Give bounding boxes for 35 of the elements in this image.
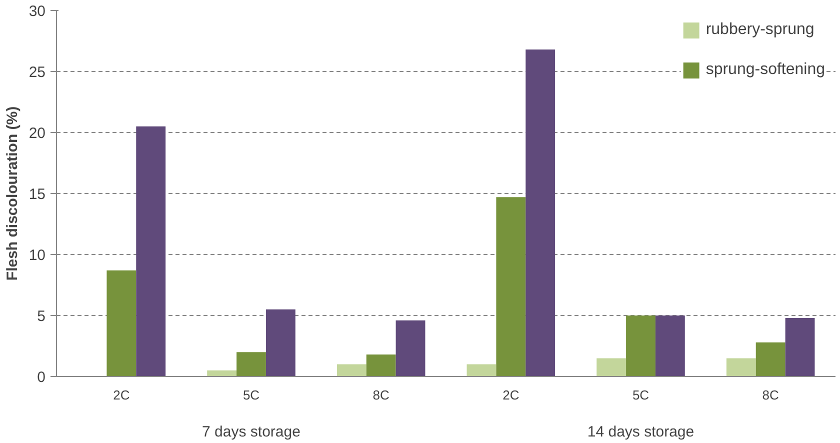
bar [106, 270, 136, 376]
y-tick-label: 10 [28, 247, 46, 264]
y-tick-label: 30 [28, 3, 46, 20]
y-tick-label: 5 [37, 308, 46, 325]
bar [366, 354, 396, 376]
x-tick-label: 2C [502, 388, 520, 402]
legend-label: sprung-softening [706, 61, 825, 79]
bar [396, 320, 426, 376]
text: 7 days storage [202, 424, 300, 440]
bar [785, 318, 815, 376]
bar [236, 352, 266, 376]
bar [596, 358, 626, 376]
x-tick-label: 8C [372, 388, 390, 402]
x-tick-label: 5C [632, 388, 650, 402]
bar [496, 197, 526, 376]
x-tick-label: 2C [113, 388, 130, 402]
y-tick-label: 20 [28, 125, 46, 142]
y-axis-title: Flesh discolouration (%) [4, 106, 21, 281]
bar [626, 316, 656, 376]
x-tick-label: 5C [242, 388, 260, 402]
bar [726, 358, 756, 376]
y-tick-label: 0 [37, 369, 46, 386]
bar [655, 316, 685, 376]
text: 14 days storage [587, 424, 694, 440]
x-tick-label: 8C [762, 388, 779, 402]
bar [136, 126, 166, 376]
bar [526, 50, 556, 376]
bar [336, 364, 366, 376]
bar [266, 309, 296, 376]
legend-label: rubbery-sprung [706, 21, 814, 39]
bar [466, 364, 496, 376]
bar [756, 342, 786, 376]
y-tick-label: 25 [28, 64, 46, 81]
y-tick-label: 15 [28, 186, 46, 203]
bar [207, 370, 237, 376]
